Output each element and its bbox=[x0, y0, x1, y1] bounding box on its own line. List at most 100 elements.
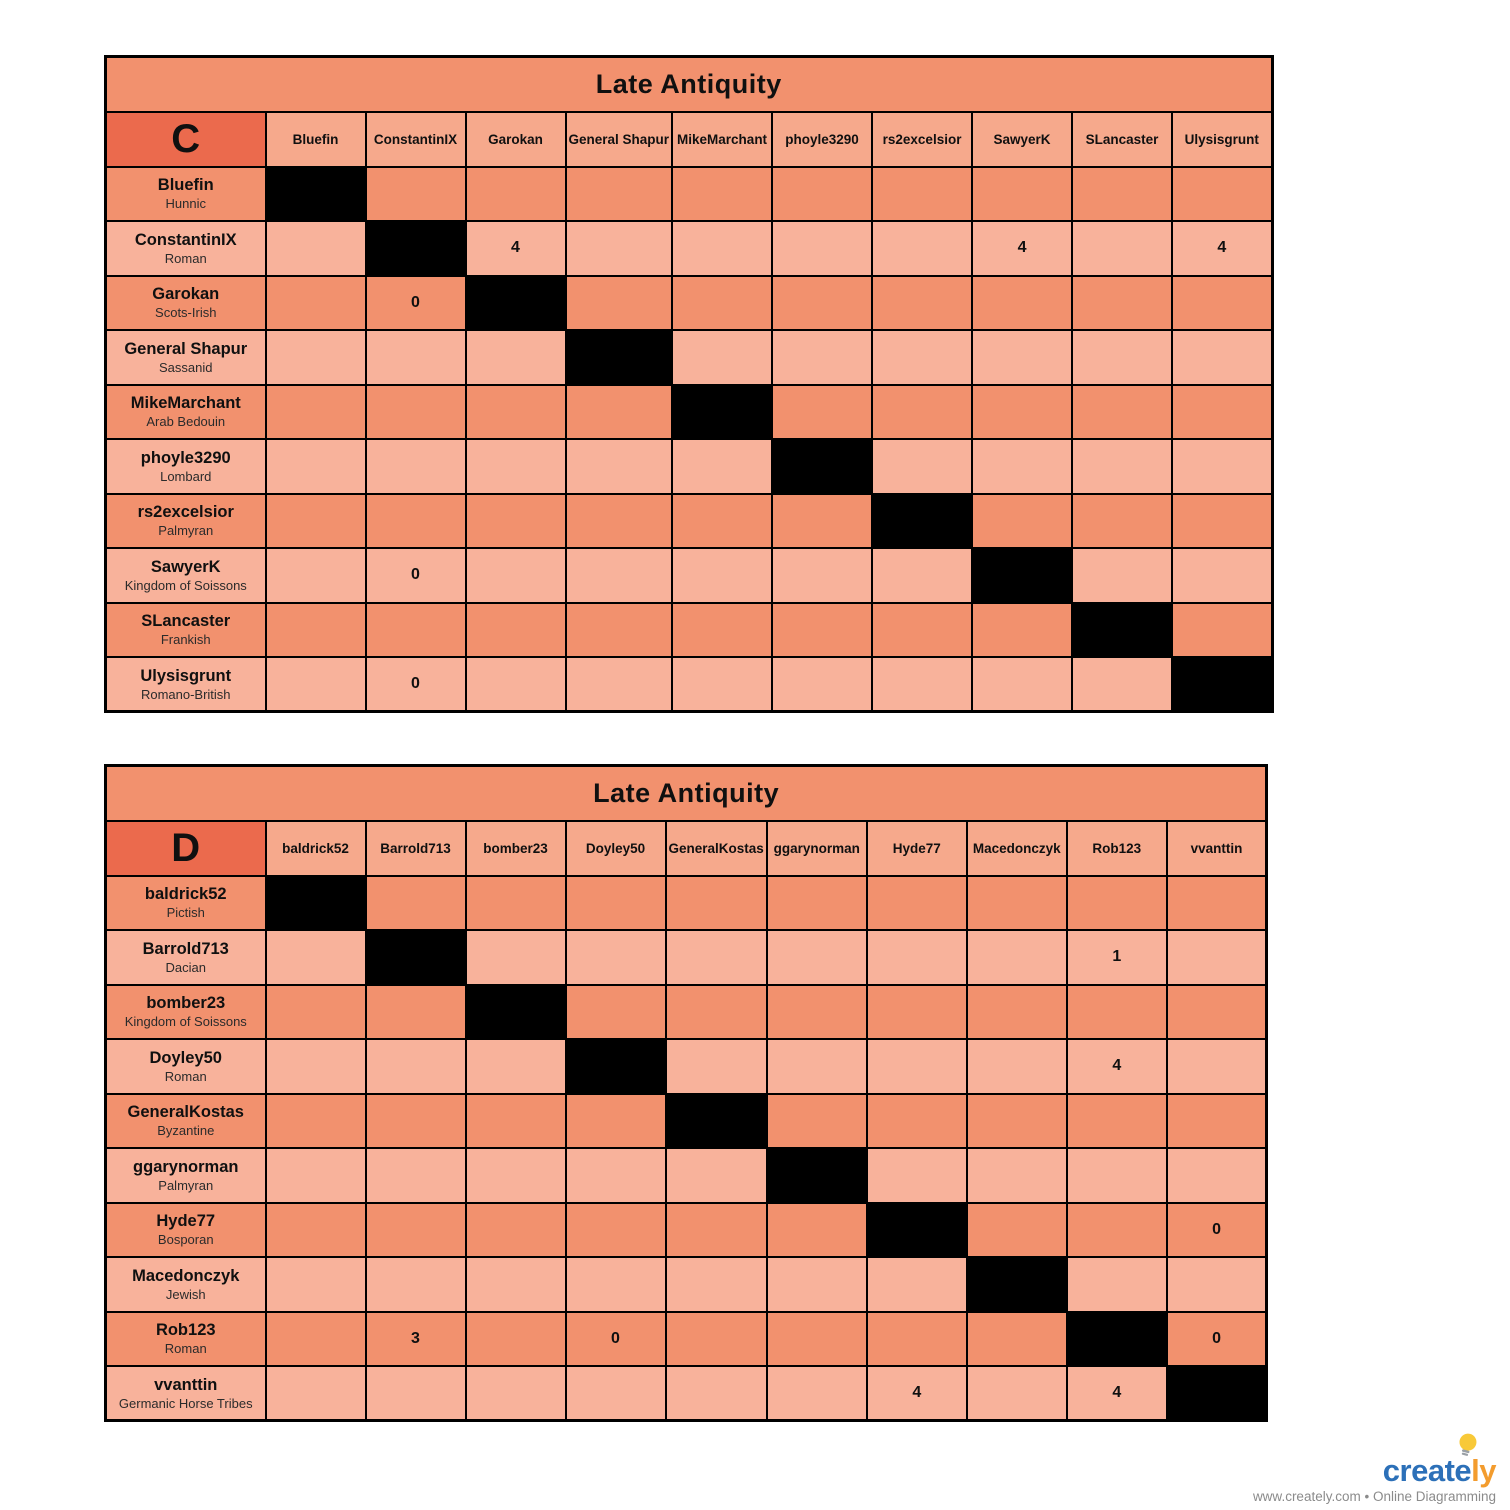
column-header-label: Macedonczyk bbox=[972, 840, 1061, 856]
score-cell bbox=[464, 492, 567, 549]
score-cell bbox=[664, 1201, 768, 1258]
row-header: Bluefin Hunnic bbox=[104, 165, 267, 222]
score-cell bbox=[1071, 165, 1174, 222]
player-faction: Bosporan bbox=[157, 1232, 214, 1248]
score-cell bbox=[871, 438, 974, 495]
table-title: Late Antiquity bbox=[104, 764, 1268, 822]
score-cell bbox=[671, 220, 774, 277]
score-cell bbox=[771, 601, 874, 658]
column-header-label: ggarynorman bbox=[773, 840, 860, 856]
score-cell bbox=[765, 929, 868, 986]
row-header: ggarynorman Palmyran bbox=[104, 1147, 267, 1204]
player-name: Bluefin bbox=[157, 176, 214, 195]
player-row-vvanttin: vvanttin Germanic Horse Tribes 4 4 bbox=[104, 1365, 1268, 1422]
score-cell bbox=[364, 874, 467, 931]
score-cell bbox=[1071, 383, 1174, 440]
score-cell: 0 bbox=[564, 1310, 667, 1367]
score-cell bbox=[971, 329, 1074, 386]
score-cell bbox=[564, 383, 674, 440]
score-cell bbox=[1171, 329, 1274, 386]
diagonal-cell bbox=[264, 874, 367, 931]
column-header-label: Doyley50 bbox=[585, 840, 646, 856]
score-cell bbox=[564, 220, 674, 277]
score-cell bbox=[1071, 274, 1174, 331]
score-cell bbox=[264, 329, 367, 386]
score-cell bbox=[971, 274, 1074, 331]
row-header: Barrold713 Dacian bbox=[104, 929, 267, 986]
score-cell bbox=[1165, 983, 1268, 1040]
player-name: ConstantinIX bbox=[134, 230, 237, 249]
score-cell bbox=[564, 1365, 667, 1422]
player-row-hyde77: Hyde77 Bosporan 0 bbox=[104, 1201, 1268, 1258]
score-cell bbox=[664, 1310, 768, 1367]
score-cell bbox=[464, 1310, 567, 1367]
score-cell: 0 bbox=[1165, 1201, 1268, 1258]
row-header: ConstantinIX Roman bbox=[104, 220, 267, 277]
score-cell bbox=[1165, 1092, 1268, 1149]
column-header-label: SawyerK bbox=[993, 131, 1051, 147]
score-cell bbox=[765, 983, 868, 1040]
column-header-bluefin: Bluefin bbox=[264, 110, 367, 168]
score-cell bbox=[771, 547, 874, 604]
player-row-slancaster: SLancaster Frankish bbox=[104, 601, 1274, 658]
score-cell bbox=[264, 983, 367, 1040]
score-cell bbox=[364, 601, 467, 658]
score-cell bbox=[971, 492, 1074, 549]
score-cell bbox=[464, 656, 567, 713]
score-cell bbox=[464, 1092, 567, 1149]
player-faction: Palmyran bbox=[158, 1177, 214, 1193]
score-cell bbox=[364, 1201, 467, 1258]
score-cell bbox=[564, 929, 667, 986]
row-header: GeneralKostas Byzantine bbox=[104, 1092, 267, 1149]
creately-branding: creately www.creately.com • Online Diagr… bbox=[1253, 1434, 1496, 1504]
diagonal-cell bbox=[564, 1038, 667, 1095]
player-row-phoyle3290: phoyle3290 Lombard bbox=[104, 438, 1274, 495]
score-cell bbox=[865, 929, 968, 986]
score-cell bbox=[664, 983, 768, 1040]
score-cell bbox=[264, 1365, 367, 1422]
score-cell bbox=[564, 1256, 667, 1313]
score-cell bbox=[765, 1201, 868, 1258]
column-header-label: Rob123 bbox=[1092, 840, 1142, 856]
player-faction: Roman bbox=[164, 1341, 207, 1357]
score-cell bbox=[564, 438, 674, 495]
score-cell bbox=[264, 274, 367, 331]
score-cell bbox=[765, 1310, 868, 1367]
score-cell bbox=[364, 329, 467, 386]
score-cell bbox=[464, 1038, 567, 1095]
score-cell bbox=[364, 983, 467, 1040]
player-faction: Hunnic bbox=[165, 196, 206, 212]
score-cell bbox=[264, 1038, 367, 1095]
score-cell bbox=[1065, 1092, 1168, 1149]
row-header: Ulysisgrunt Romano-British bbox=[104, 656, 267, 713]
column-header-constantinix: ConstantinIX bbox=[364, 110, 467, 168]
player-faction: Palmyran bbox=[158, 523, 214, 539]
score-cell bbox=[965, 1201, 1068, 1258]
score-cell bbox=[1065, 1201, 1168, 1258]
score-cell bbox=[264, 492, 367, 549]
column-header-label: bomber23 bbox=[483, 840, 548, 856]
score-cell bbox=[1171, 274, 1274, 331]
column-header-label: vvanttin bbox=[1190, 840, 1243, 856]
score-cell bbox=[564, 1201, 667, 1258]
player-faction: Pictish bbox=[166, 905, 205, 921]
diagonal-cell bbox=[664, 1092, 768, 1149]
player-row-sawyerk: SawyerK Kingdom of Soissons 0 bbox=[104, 547, 1274, 604]
player-faction: Arab Bedouin bbox=[146, 414, 226, 430]
score-cell bbox=[1071, 547, 1174, 604]
score-cell bbox=[464, 601, 567, 658]
score-cell bbox=[971, 601, 1074, 658]
player-name: SLancaster bbox=[141, 612, 231, 631]
score-cell bbox=[965, 983, 1068, 1040]
score-cell bbox=[871, 601, 974, 658]
row-header: bomber23 Kingdom of Soissons bbox=[104, 983, 267, 1040]
score-cell bbox=[564, 492, 674, 549]
score-cell bbox=[865, 1147, 968, 1204]
player-faction: Byzantine bbox=[157, 1123, 215, 1139]
score-cell bbox=[1171, 601, 1274, 658]
diagonal-cell bbox=[771, 438, 874, 495]
score-cell bbox=[965, 1365, 1068, 1422]
row-header: phoyle3290 Lombard bbox=[104, 438, 267, 495]
player-name: GeneralKostas bbox=[127, 1103, 244, 1122]
score-cell bbox=[264, 1310, 367, 1367]
